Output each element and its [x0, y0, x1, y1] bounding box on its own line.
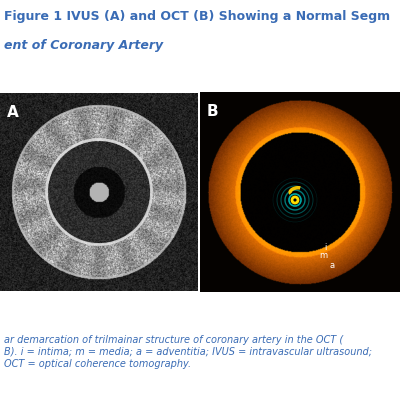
- Text: ent of Coronary Artery: ent of Coronary Artery: [4, 39, 163, 52]
- Text: ar demarcation of trilmainar structure of coronary artery in the OCT (
B). i = i: ar demarcation of trilmainar structure o…: [4, 335, 372, 369]
- Text: A: A: [7, 105, 19, 120]
- Text: i: i: [324, 244, 326, 252]
- Text: m: m: [319, 252, 327, 260]
- Text: a: a: [330, 260, 334, 270]
- Text: Figure 1 IVUS (A) and OCT (B) Showing a Normal Segm: Figure 1 IVUS (A) and OCT (B) Showing a …: [4, 10, 390, 23]
- Text: B: B: [207, 104, 219, 119]
